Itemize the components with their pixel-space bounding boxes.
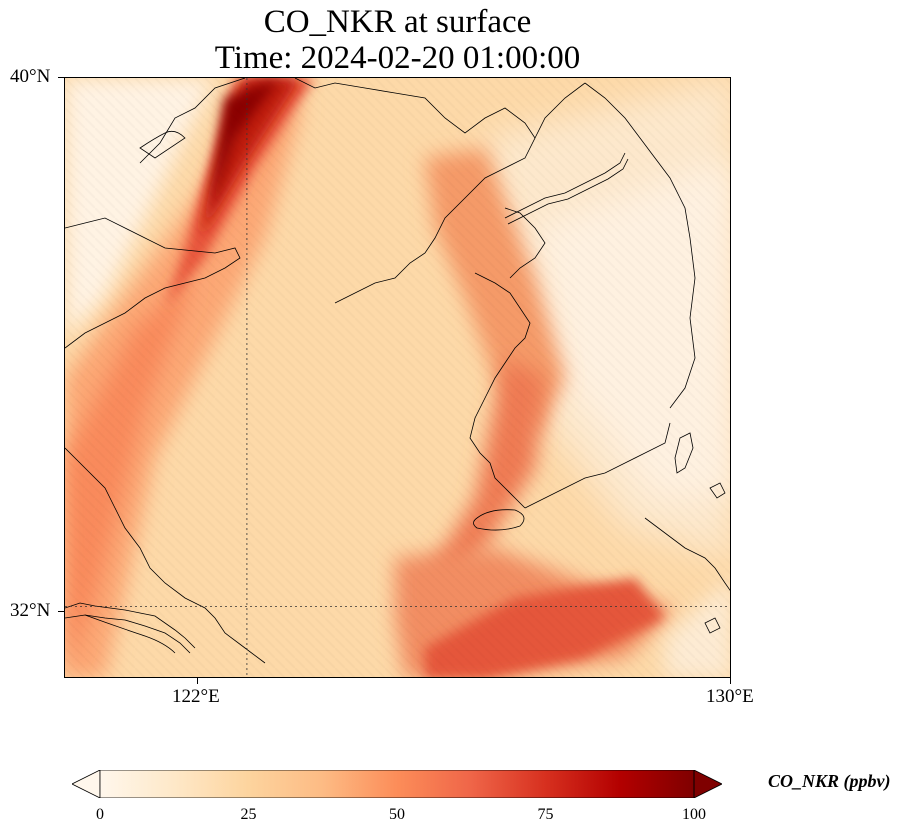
map-panel bbox=[64, 77, 731, 678]
lat-tick-mark-40 bbox=[58, 77, 64, 78]
colorbar-tick-label: 0 bbox=[96, 806, 104, 823]
colorbar-tick-label: 25 bbox=[240, 806, 257, 823]
concentration-map bbox=[65, 78, 730, 677]
colorbar-extend-min bbox=[72, 770, 101, 798]
map-title: CO_NKR at surface bbox=[263, 4, 532, 40]
colorbar-tick-label: 100 bbox=[682, 806, 706, 823]
colorbar-extend-max bbox=[693, 770, 722, 798]
lon-tick-mark-130 bbox=[730, 678, 731, 684]
lon-tick-label-130: 130°E bbox=[706, 686, 754, 707]
coastlines bbox=[65, 78, 730, 664]
colorbar-gradient bbox=[100, 770, 694, 798]
concentration-field bbox=[65, 78, 730, 677]
colorbar bbox=[72, 770, 722, 798]
colorbar-tick-label: 50 bbox=[389, 806, 405, 823]
lat-tick-mark-32 bbox=[58, 611, 64, 612]
lat-tick-label-40: 40°N bbox=[10, 66, 51, 87]
colorbar-label: CO_NKR (ppbv) bbox=[768, 771, 891, 791]
map-subtitle-time: Time: 2024-02-20 01:00:00 bbox=[214, 40, 581, 76]
colorbar-tick-label: 75 bbox=[537, 806, 554, 823]
lon-tick-mark-122 bbox=[197, 678, 198, 684]
gridlines bbox=[65, 78, 730, 677]
lat-tick-label-32: 32°N bbox=[10, 600, 51, 621]
lon-tick-label-122: 122°E bbox=[172, 686, 220, 707]
